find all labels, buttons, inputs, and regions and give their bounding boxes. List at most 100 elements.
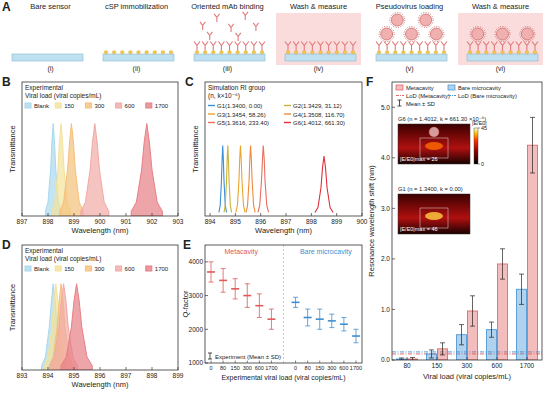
text: 600 — [492, 362, 503, 369]
text: 897 — [281, 218, 292, 225]
text: 2.0 — [381, 255, 390, 262]
panel-e: MetacavityBare microcavity10002000300040… — [189, 245, 363, 382]
mab — [475, 42, 481, 51]
plot-area — [219, 145, 333, 212]
text: 600 — [255, 365, 264, 371]
virus — [391, 14, 403, 26]
mab — [253, 23, 258, 31]
sensor-slab — [285, 54, 356, 61]
virus — [406, 28, 418, 40]
text: |E/E0|max = 46 — [400, 226, 438, 232]
csp — [418, 51, 422, 55]
x-tick — [407, 357, 408, 360]
text: (iv) — [314, 65, 324, 73]
text: 3.0 — [381, 205, 390, 212]
text: 0.0 — [381, 356, 390, 363]
text: G4(1.3508, 116.70) — [293, 112, 345, 118]
virus — [521, 28, 533, 40]
csp — [501, 51, 505, 55]
legend-swatch — [55, 266, 61, 271]
text: 300 — [94, 103, 105, 109]
text: Simulation RI group — [208, 84, 265, 92]
csp — [153, 51, 157, 55]
field-hotspot — [425, 142, 443, 150]
mab — [516, 42, 522, 51]
y-tick — [392, 258, 395, 259]
mean-mark — [292, 302, 300, 304]
text: 903 — [173, 218, 184, 225]
text: 300 — [462, 362, 473, 369]
text: Viral load (viral copies/mL) — [25, 92, 101, 100]
text: 4000 — [189, 258, 204, 265]
text: 900 — [95, 218, 106, 225]
x-tick — [100, 367, 101, 370]
text: 45 — [481, 125, 487, 131]
y-tick — [392, 107, 395, 108]
virus-spikes — [379, 27, 394, 42]
field-map — [398, 194, 470, 234]
text: 3000 — [189, 292, 204, 299]
spectrum-line — [315, 156, 333, 212]
mab — [384, 42, 390, 51]
mab — [243, 42, 249, 51]
csp — [112, 51, 116, 55]
mab — [532, 42, 538, 51]
mab — [218, 42, 224, 51]
text: 150 — [64, 103, 75, 109]
colorbar: |E/E0|045 — [472, 120, 487, 167]
csp — [260, 51, 264, 55]
mab — [441, 42, 447, 51]
field-hotspot — [425, 212, 443, 220]
text: |E/E0|max = 26 — [400, 156, 438, 162]
text: (ii) — [133, 65, 141, 73]
x-tick — [271, 361, 272, 364]
csp — [468, 51, 472, 55]
text: Blank — [34, 103, 50, 109]
mab — [376, 42, 382, 51]
x-tick — [260, 213, 261, 216]
text: 150 — [64, 266, 75, 272]
x-tick — [22, 213, 23, 216]
mab — [400, 42, 406, 51]
text: (v) — [405, 65, 413, 73]
plot-frame — [22, 245, 178, 370]
x-tick — [295, 361, 296, 364]
virus-spikes — [429, 27, 444, 42]
text: G3(1.3454, 58.26) — [217, 112, 266, 118]
text: 1700 — [350, 365, 362, 371]
mab — [194, 42, 200, 51]
mean-mark — [328, 320, 336, 322]
text: Wavelength (nm) — [72, 226, 129, 235]
text: Metacavity — [224, 248, 258, 256]
inset: G1 (n = 1.3400, k = 0.00)|E/E0|max = 46 — [398, 186, 470, 234]
text: G1(1.3400, 0.00) — [217, 103, 262, 109]
text: Q-factor — [181, 290, 190, 318]
legend-swatch — [398, 100, 402, 106]
text: 896 — [255, 218, 266, 225]
text: 899 — [173, 372, 184, 379]
csp — [228, 51, 232, 55]
legend-swatch — [146, 266, 152, 271]
plot-area — [42, 284, 93, 370]
mab — [251, 42, 257, 51]
text: cSP immobilization — [105, 2, 168, 11]
legend-swatch — [116, 103, 122, 108]
x-tick — [362, 213, 363, 216]
x-tick — [211, 361, 212, 364]
mab — [309, 42, 315, 51]
x-tick — [178, 367, 179, 370]
mab — [350, 42, 356, 51]
legend-swatch — [284, 113, 291, 114]
text: Bare microcavity — [300, 248, 352, 256]
mab — [318, 42, 324, 51]
csp — [195, 51, 199, 55]
mab — [334, 42, 340, 51]
x-tick — [331, 361, 332, 364]
x-tick — [319, 361, 320, 364]
text: 1700 — [155, 103, 169, 109]
panel-f: 0.01.02.03.04.05.0801503006001700Viral l… — [381, 82, 542, 381]
text: 1000 — [189, 359, 204, 366]
inset: G6 (n = 1.4012, k = 661.30 ×10⁻⁶)|E/E0|m… — [398, 116, 486, 164]
csp — [169, 51, 173, 55]
spectrum-area — [61, 284, 92, 370]
